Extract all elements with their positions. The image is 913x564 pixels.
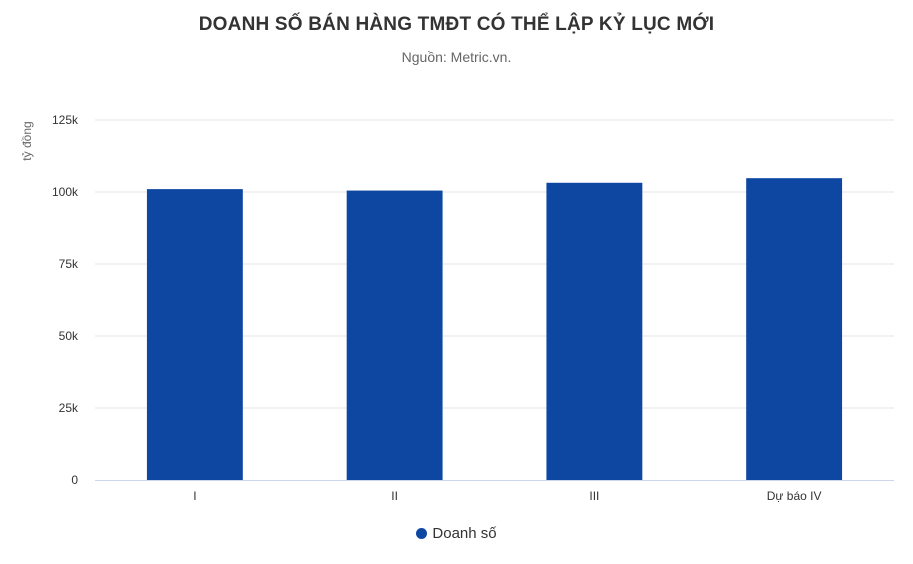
bar[interactable] <box>546 182 643 480</box>
y-tick-label: 100k <box>52 185 79 199</box>
y-axis-ticks: 0 25k 50k 75k 100k 125k <box>52 113 79 487</box>
y-tick-label: 125k <box>52 113 79 127</box>
bar[interactable] <box>346 190 443 480</box>
x-axis-ticks: I II III Dự báo IV <box>193 489 821 503</box>
chart-title: DOANH SỐ BÁN HÀNG TMĐT CÓ THỂ LẬP KỶ LỤC… <box>198 14 715 35</box>
bars <box>146 178 843 480</box>
x-tick-label: III <box>589 489 599 503</box>
chart-subtitle: Nguồn: Metric.vn. <box>401 49 512 65</box>
legend-item[interactable]: Doanh số <box>416 525 497 542</box>
legend-swatch-icon <box>416 528 428 539</box>
legend: Doanh số <box>0 525 913 543</box>
y-axis-label: tỷ đồng <box>20 121 34 160</box>
y-tick-label: 75k <box>59 257 79 271</box>
bar[interactable] <box>746 178 843 480</box>
y-tick-label: 0 <box>71 473 78 487</box>
legend-label: Doanh số <box>432 525 497 542</box>
x-tick-label: Dự báo IV <box>767 489 822 503</box>
bar[interactable] <box>146 189 243 480</box>
x-tick-label: I <box>193 489 196 503</box>
y-tick-label: 50k <box>59 329 79 343</box>
x-tick-label: II <box>391 489 398 503</box>
y-tick-label: 25k <box>59 401 79 415</box>
